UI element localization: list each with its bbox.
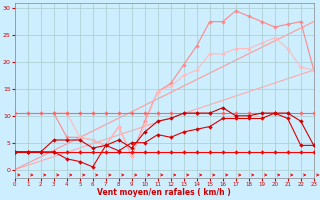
X-axis label: Vent moyen/en rafales ( km/h ): Vent moyen/en rafales ( km/h ) xyxy=(97,188,231,197)
